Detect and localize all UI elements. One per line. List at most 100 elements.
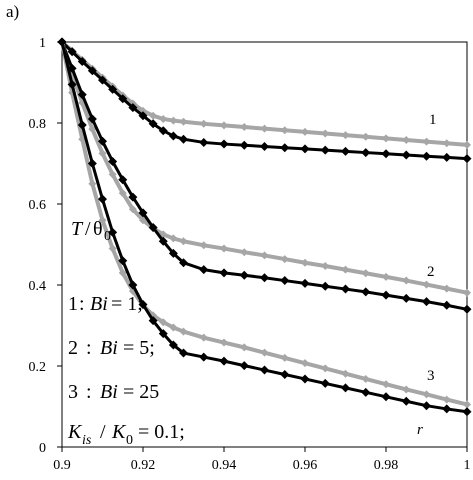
legend-sym: Bi [90, 293, 108, 315]
data-point [239, 361, 249, 371]
data-point [382, 272, 390, 281]
data-point [179, 258, 188, 268]
data-point [128, 192, 138, 202]
plot-frame [61, 41, 468, 448]
data-point [321, 129, 330, 138]
data-point [169, 323, 178, 332]
ylabel-annotation: T / θ 0 [71, 218, 111, 244]
data-point [220, 121, 228, 130]
x-axis: 0.9 0.92 0.94 0.96 0.98 1 [53, 447, 471, 473]
data-point [199, 137, 209, 147]
data-point [169, 234, 178, 243]
data-point [149, 111, 158, 120]
data-point [321, 364, 330, 373]
data-point [87, 159, 97, 168]
k0-k: K [111, 421, 127, 443]
data-point [401, 293, 411, 303]
data-point [280, 143, 290, 153]
data-point [341, 383, 350, 393]
curve-label-3: 3 [427, 368, 435, 384]
data-point [128, 103, 138, 113]
y-tick-label: 0 [39, 441, 46, 456]
data-point [179, 134, 188, 144]
data-point [462, 154, 472, 164]
legend-row-2: 2 : Bi = 5; [68, 337, 155, 359]
data-point [148, 222, 158, 232]
x-tick-label: 0.96 [293, 458, 318, 473]
data-point [158, 236, 168, 246]
legend-eq: = 25 [123, 381, 159, 403]
ylabel-theta: θ [93, 218, 103, 240]
data-point [67, 80, 77, 90]
data-point [463, 140, 471, 149]
data-point [260, 348, 269, 357]
x-tick-label: 0.94 [212, 458, 237, 473]
data-point [199, 265, 209, 275]
data-point [159, 318, 168, 327]
data-point [361, 287, 371, 297]
data-point [321, 261, 330, 270]
legend-num: 3 [68, 381, 78, 403]
data-point [98, 136, 107, 146]
data-point [220, 338, 228, 347]
data-point [87, 114, 97, 124]
data-point [341, 369, 350, 378]
x-tick-label: 0.98 [374, 458, 399, 473]
data-point [402, 136, 411, 145]
x-tick-label: 1 [464, 458, 471, 473]
legend-sep: : [86, 337, 92, 359]
data-point [341, 265, 350, 274]
legend-sep: : [79, 293, 85, 315]
data-point [422, 151, 431, 161]
series-layer [57, 37, 472, 417]
data-point [219, 268, 229, 278]
data-point [158, 126, 168, 136]
data-point [462, 304, 472, 314]
data-point [442, 152, 452, 162]
data-point [382, 380, 390, 389]
k0-sub: 0 [126, 433, 133, 448]
data-point [57, 37, 67, 47]
data-point [361, 374, 370, 383]
kis-slash: / [100, 421, 106, 443]
data-point [300, 374, 310, 384]
data-point [88, 179, 97, 188]
data-point [168, 248, 178, 258]
data-point [320, 378, 330, 388]
data-point [169, 116, 178, 125]
data-point [280, 276, 290, 286]
data-point [422, 280, 431, 289]
data-point [98, 216, 107, 225]
data-point [300, 144, 310, 154]
data-point [108, 156, 118, 166]
data-point [280, 370, 290, 380]
data-point [168, 131, 178, 141]
data-point [463, 400, 471, 409]
data-point [179, 327, 188, 336]
series-curve-2-black [57, 37, 472, 314]
data-point [361, 387, 371, 397]
data-point [301, 258, 309, 267]
data-point [260, 365, 269, 375]
data-point [199, 119, 208, 128]
data-point [402, 385, 411, 394]
data-point [239, 140, 249, 150]
y-tick-label: 0.4 [29, 279, 47, 294]
data-point [381, 290, 391, 300]
data-point [240, 123, 249, 132]
series-curve-3-black [57, 37, 472, 417]
data-point [220, 244, 228, 253]
data-point [422, 297, 431, 307]
r-label: r [417, 422, 423, 438]
data-point [108, 244, 117, 253]
data-point [361, 269, 370, 278]
data-point [402, 276, 411, 285]
data-point [118, 189, 127, 198]
data-point [301, 127, 309, 136]
data-point [108, 170, 117, 179]
data-point [260, 273, 269, 283]
data-point [77, 56, 87, 66]
data-point [118, 175, 128, 185]
